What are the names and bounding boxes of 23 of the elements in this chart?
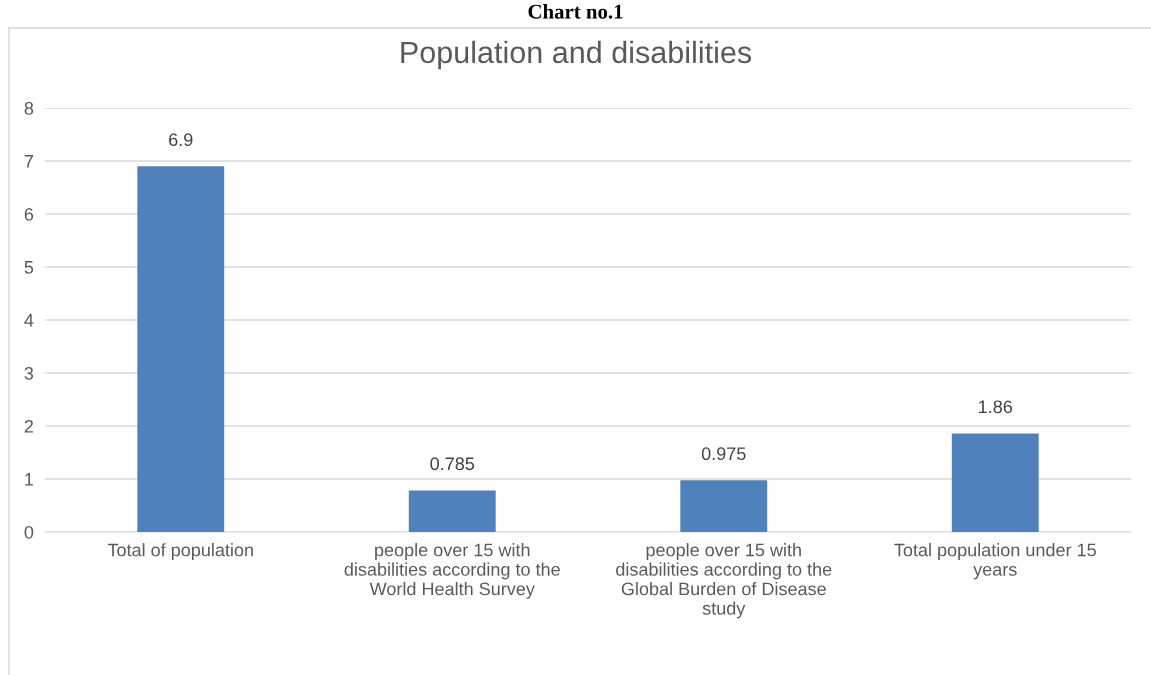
y-tick-label: 6 [24,207,34,221]
y-tick-label: 2 [24,419,33,433]
y-tick-label: 0 [24,525,34,539]
y-tick-label: 8 [24,101,34,115]
y-tick-label: 3 [24,366,34,380]
bar [680,480,768,532]
data-label: 0.975 [701,447,746,461]
bar [951,433,1039,532]
bar [408,490,496,532]
x-tick-label: people over 15 with disabilities according to the Global Burden of Disease study [616,543,832,619]
text: Chart no.1 [528,4,623,19]
x-tick-label: Total of population [107,543,253,560]
bar [137,166,225,532]
x-tick-label: Total population under 15 years [894,543,1096,580]
y-tick-label: 5 [24,261,34,274]
y-tick-label: 1 [25,473,34,486]
data-label: 6.9 [169,133,193,147]
y-tick-label: 7 [24,155,33,168]
data-label: 0.785 [430,457,475,471]
x-tick-label: people over 15 with disabilities according to the World Health Survey [344,543,560,599]
chart-title: Population and disabilities [401,40,752,70]
data-label: 1.86 [979,400,1013,414]
y-tick-label: 4 [24,314,34,327]
